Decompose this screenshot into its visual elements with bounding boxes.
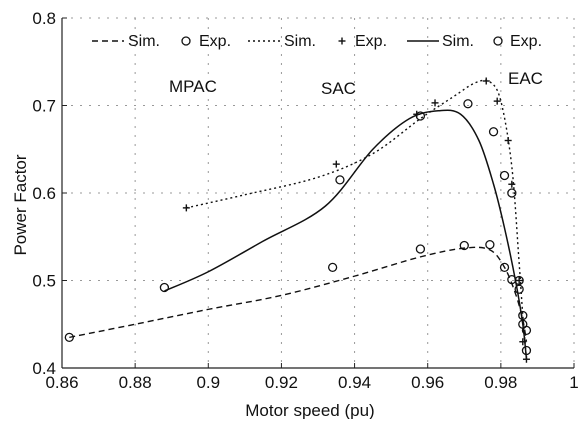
- y-axis-title: Power Factor: [11, 154, 30, 255]
- annotation-mpac: MPAC: [169, 77, 217, 96]
- y-tick-label: 0.4: [32, 359, 56, 378]
- y-tick-label: 0.5: [32, 272, 56, 291]
- dotted-series-exp-point: [504, 137, 512, 144]
- legend-label: Sim.: [442, 33, 474, 50]
- dashed-series-exp-point: [415, 244, 426, 254]
- dotted-series-exp-point: [522, 355, 530, 363]
- dashed-series-exp-point: [459, 240, 469, 251]
- solid-series-exp-point: [488, 127, 499, 137]
- dashed-series-sim-line: [69, 246, 528, 342]
- x-tick-label: 0.9: [196, 373, 220, 392]
- grid-layer: [61, 17, 575, 369]
- solid-series-exp-point: [415, 111, 426, 121]
- dotted-series-exp-point: [332, 160, 340, 168]
- x-axis-title: Motor speed (pu): [245, 401, 374, 419]
- solid-series-exp-point: [499, 170, 510, 181]
- x-tick-label: 0.92: [265, 373, 298, 392]
- legend-label: Exp.: [510, 33, 542, 50]
- dotted-series-exp-point: [482, 77, 490, 85]
- legend-layer: Sim. Exp. Sim. Exp. Sim. Exp.: [92, 33, 542, 50]
- legend-label: Exp.: [355, 33, 387, 50]
- annotation-eac: EAC: [508, 69, 543, 88]
- solid-series-exp-point: [507, 188, 517, 198]
- label-layer: 0.86 0.88 0.9 0.92 0.94 0.96 0.98 1 0.4 0.5 0.6 0.7…: [11, 9, 579, 420]
- dotted-series-exp-point: [182, 204, 190, 212]
- dashed-series-exp-point: [327, 262, 338, 273]
- solid-series-sim-line: [164, 109, 528, 360]
- dashed-series-exp-point: [499, 262, 510, 273]
- legend-label: Sim.: [128, 33, 160, 50]
- solid-series-exp-point: [463, 99, 473, 109]
- solid-series-exp-point: [335, 175, 345, 185]
- legend-label: Exp.: [199, 33, 231, 50]
- dashed-series-exp-point: [485, 239, 495, 250]
- legend-marker-sample: [338, 37, 346, 45]
- dotted-series-exp-point: [431, 99, 439, 107]
- dotted-series-exp-point: [515, 277, 523, 284]
- dashed-series-exp-point: [518, 310, 528, 321]
- annotation-sac: SAC: [321, 79, 356, 98]
- dotted-series-sim-line: [186, 79, 528, 360]
- y-tick-label: 0.6: [32, 184, 56, 203]
- dotted-series-exp-point: [493, 97, 501, 105]
- x-tick-label: 0.94: [338, 373, 371, 392]
- axes-layer: [61, 17, 575, 369]
- solid-series-exp-point: [514, 275, 524, 286]
- solid-series-exp-point: [521, 345, 532, 356]
- dashed-series-exp-point: [514, 284, 524, 294]
- dotted-series-exp-point: [519, 338, 527, 346]
- solid-series-exp-point: [159, 282, 170, 293]
- y-tick-label: 0.8: [32, 9, 56, 28]
- legend-marker-sample: [181, 36, 191, 46]
- x-tick-label: 0.88: [119, 373, 152, 392]
- dashed-series-exp-point: [64, 332, 74, 343]
- legend-marker-sample: [493, 36, 503, 46]
- series-layer: [69, 79, 528, 360]
- x-tick-label: 0.96: [411, 373, 444, 392]
- y-tick-label: 0.7: [32, 97, 56, 116]
- legend-label: Sim.: [284, 33, 316, 50]
- marker-layer: [64, 77, 532, 363]
- dotted-series-exp-point: [508, 180, 516, 188]
- x-tick-label: 0.98: [484, 373, 517, 392]
- solid-series-exp-point: [518, 319, 528, 329]
- x-tick-label: 0.86: [45, 373, 78, 392]
- x-tick-label: 1: [569, 373, 578, 392]
